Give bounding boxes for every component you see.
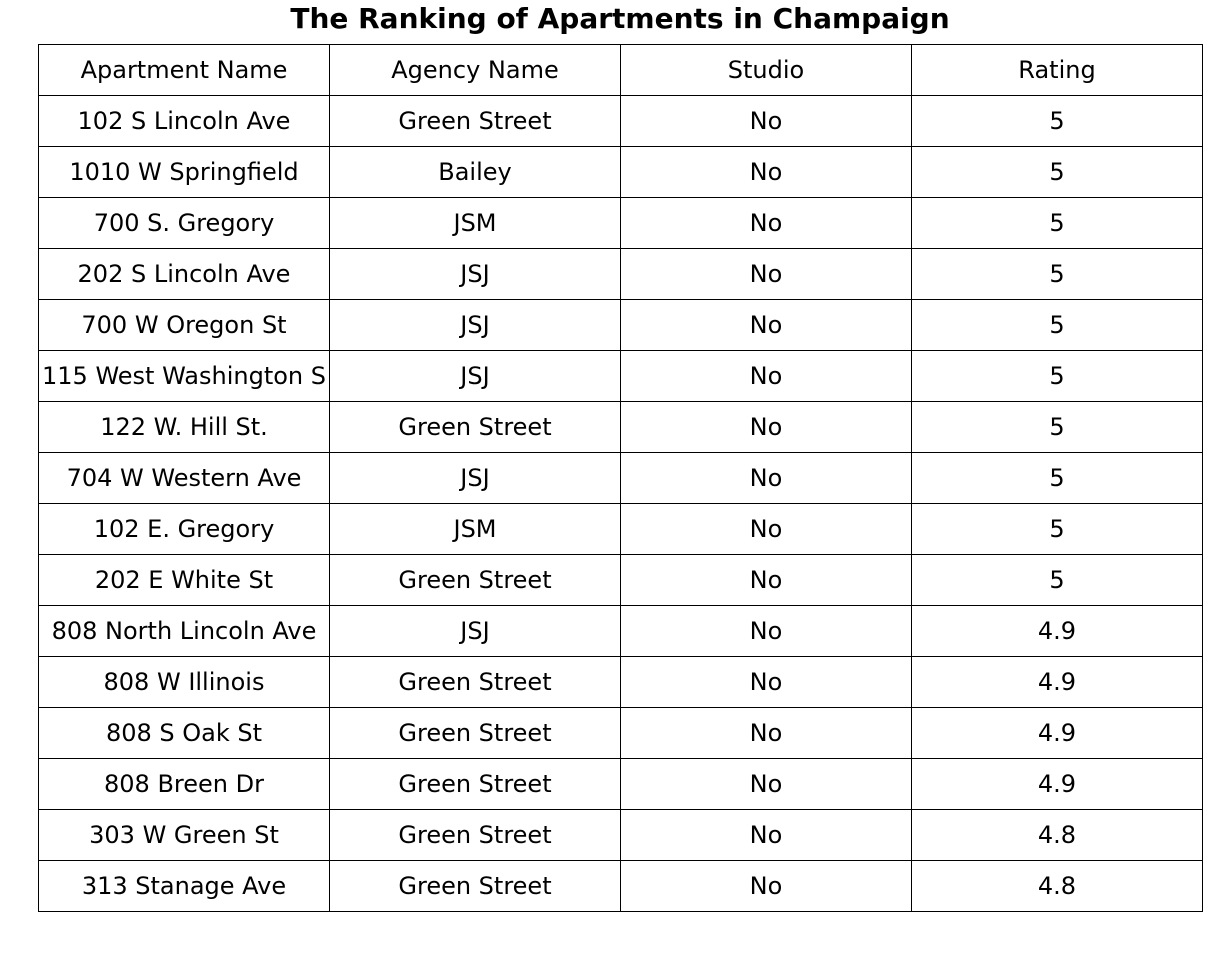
studio-cell: No [620, 401, 912, 453]
apartment-name-cell: 122 W. Hill St. [38, 401, 330, 453]
agency-name-cell: Green Street [329, 656, 621, 708]
table-row: 808 North Lincoln Ave JSJ No 4.9 [38, 605, 1203, 657]
studio-cell: No [620, 707, 912, 759]
rating-cell: 5 [911, 95, 1203, 147]
studio-cell: No [620, 860, 912, 912]
table-row: 808 W Illinois Green Street No 4.9 [38, 656, 1203, 708]
agency-name-cell: JSJ [329, 299, 621, 351]
agency-name-cell: Bailey [329, 146, 621, 198]
studio-cell: No [620, 605, 912, 657]
studio-cell: No [620, 197, 912, 249]
table-row: 808 S Oak St Green Street No 4.9 [38, 707, 1203, 759]
table-container: Apartment Name Agency Name Studio Rating… [38, 44, 1203, 964]
rating-cell: 5 [911, 146, 1203, 198]
table-row: 700 S. Gregory JSM No 5 [38, 197, 1203, 249]
agency-name-cell: JSJ [329, 350, 621, 402]
table-row: 102 S Lincoln Ave Green Street No 5 [38, 95, 1203, 147]
agency-name-cell: JSM [329, 197, 621, 249]
column-header-agency-name: Agency Name [329, 44, 621, 96]
apartment-name-cell: 808 Breen Dr [38, 758, 330, 810]
apartment-ranking-table: Apartment Name Agency Name Studio Rating… [38, 44, 1203, 912]
apartment-name-cell: 808 North Lincoln Ave [38, 605, 330, 657]
rating-cell: 5 [911, 197, 1203, 249]
table-row: 303 W Green St Green Street No 4.8 [38, 809, 1203, 861]
table-row: 102 E. Gregory JSM No 5 [38, 503, 1203, 555]
table-row: 202 S Lincoln Ave JSJ No 5 [38, 248, 1203, 300]
apartment-name-cell: 808 S Oak St [38, 707, 330, 759]
apartment-name-cell: 704 W Western Ave [38, 452, 330, 504]
table-body: 102 S Lincoln Ave Green Street No 5 1010 W S… [38, 95, 1203, 912]
table-row: 115 West Washington S JSJ No 5 [38, 350, 1203, 402]
rating-cell: 4.8 [911, 860, 1203, 912]
rating-cell: 5 [911, 350, 1203, 402]
apartment-name-cell: 808 W Illinois [38, 656, 330, 708]
table-row: 1010 W Springfield Bailey No 5 [38, 146, 1203, 198]
table-row: 808 Breen Dr Green Street No 4.9 [38, 758, 1203, 810]
rating-cell: 5 [911, 554, 1203, 606]
table-title: The Ranking of Apartments in Champaign [290, 2, 950, 35]
agency-name-cell: Green Street [329, 758, 621, 810]
studio-cell: No [620, 503, 912, 555]
studio-cell: No [620, 95, 912, 147]
rating-cell: 5 [911, 452, 1203, 504]
agency-name-cell: Green Street [329, 707, 621, 759]
table-row: 202 E White St Green Street No 5 [38, 554, 1203, 606]
studio-cell: No [620, 554, 912, 606]
apartment-name-cell: 102 E. Gregory [38, 503, 330, 555]
studio-cell: No [620, 146, 912, 198]
rating-cell: 4.8 [911, 809, 1203, 861]
header-row: Apartment Name Agency Name Studio Rating [38, 44, 1203, 96]
column-header-apartment-name: Apartment Name [38, 44, 330, 96]
rating-cell: 4.9 [911, 707, 1203, 759]
apartment-name-cell: 1010 W Springfield [38, 146, 330, 198]
rating-cell: 5 [911, 248, 1203, 300]
studio-cell: No [620, 452, 912, 504]
studio-cell: No [620, 248, 912, 300]
rating-cell: 5 [911, 503, 1203, 555]
agency-name-cell: JSM [329, 503, 621, 555]
agency-name-cell: JSJ [329, 248, 621, 300]
apartment-name-cell: 115 West Washington S [38, 350, 330, 402]
apartment-name-cell: 202 S Lincoln Ave [38, 248, 330, 300]
agency-name-cell: JSJ [329, 605, 621, 657]
studio-cell: No [620, 299, 912, 351]
rating-cell: 4.9 [911, 605, 1203, 657]
agency-name-cell: JSJ [329, 452, 621, 504]
studio-cell: No [620, 656, 912, 708]
agency-name-cell: Green Street [329, 809, 621, 861]
studio-cell: No [620, 758, 912, 810]
apartment-name-cell: 700 S. Gregory [38, 197, 330, 249]
studio-cell: No [620, 809, 912, 861]
rating-cell: 4.9 [911, 656, 1203, 708]
rating-cell: 4.9 [911, 758, 1203, 810]
agency-name-cell: Green Street [329, 401, 621, 453]
apartment-name-cell: 313 Stanage Ave [38, 860, 330, 912]
agency-name-cell: Green Street [329, 554, 621, 606]
table-row: 313 Stanage Ave Green Street No 4.8 [38, 860, 1203, 912]
column-header-rating: Rating [911, 44, 1203, 96]
agency-name-cell: Green Street [329, 95, 621, 147]
apartment-name-cell: 700 W Oregon St [38, 299, 330, 351]
table-row: 122 W. Hill St. Green Street No 5 [38, 401, 1203, 453]
studio-cell: No [620, 350, 912, 402]
apartment-name-cell: 303 W Green St [38, 809, 330, 861]
agency-name-cell: Green Street [329, 860, 621, 912]
rating-cell: 5 [911, 401, 1203, 453]
column-header-studio: Studio [620, 44, 912, 96]
apartment-name-cell: 102 S Lincoln Ave [38, 95, 330, 147]
apartment-name-cell: 202 E White St [38, 554, 330, 606]
rating-cell: 5 [911, 299, 1203, 351]
table-row: 700 W Oregon St JSJ No 5 [38, 299, 1203, 351]
table-row: 704 W Western Ave JSJ No 5 [38, 452, 1203, 504]
